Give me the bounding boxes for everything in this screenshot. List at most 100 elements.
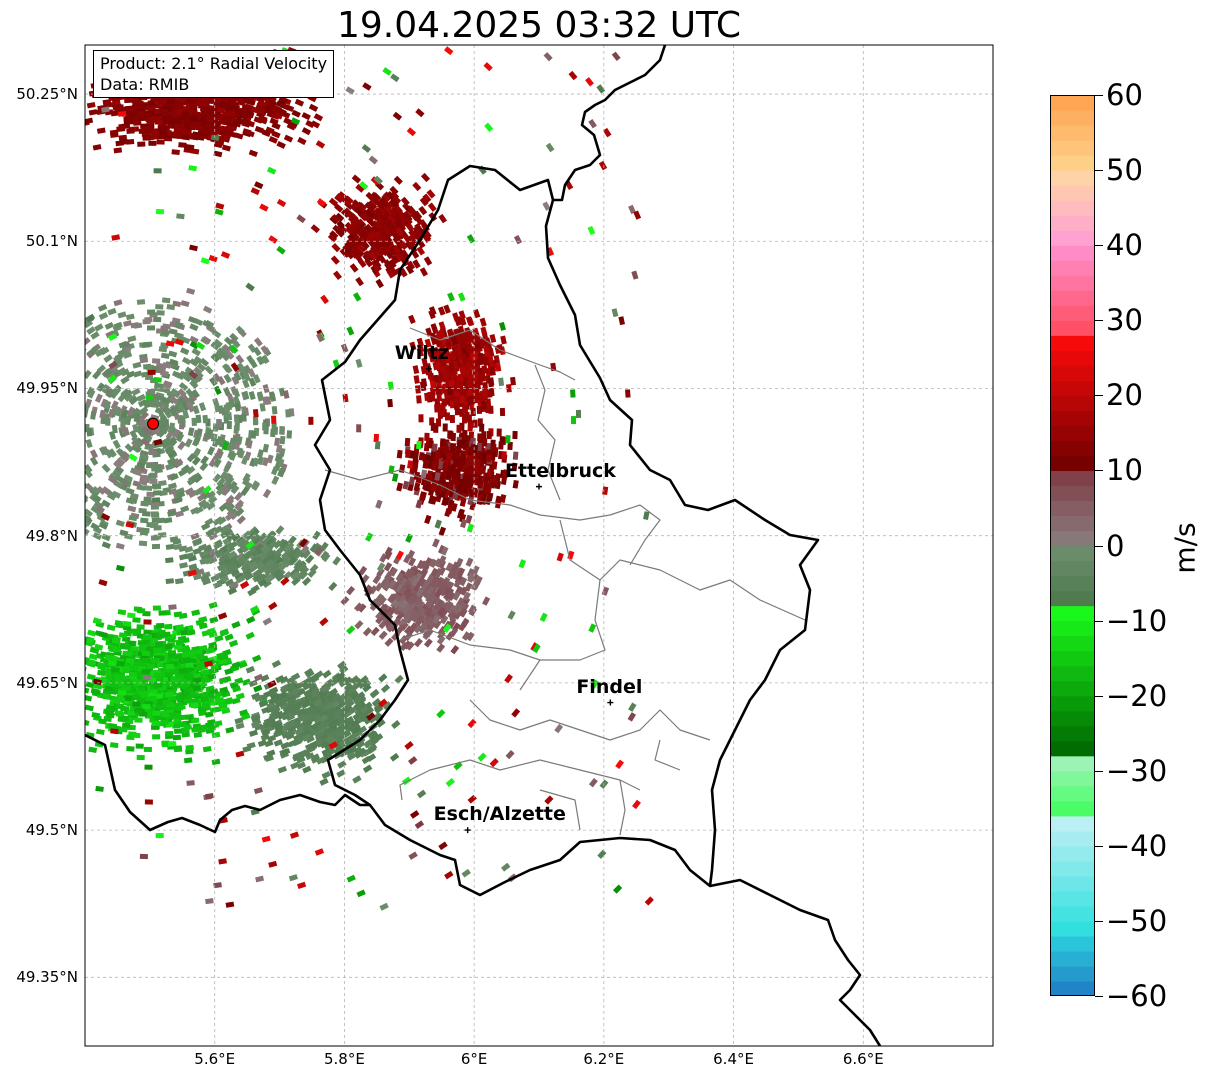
echo-bin	[394, 219, 404, 230]
echo-bin	[132, 661, 141, 668]
echo-bin	[160, 370, 169, 377]
echo-bin	[52, 422, 57, 430]
echo-bin	[310, 120, 321, 129]
echo-bin	[445, 562, 454, 572]
echo-bin	[87, 389, 96, 399]
echo-bin	[75, 419, 80, 427]
echo-bin	[132, 617, 141, 623]
echo-bin	[161, 396, 172, 405]
echo-bin	[545, 142, 555, 153]
echo-bin	[43, 458, 50, 467]
echo-bin	[85, 369, 92, 380]
echo-bin	[102, 99, 112, 106]
echo-bin	[319, 740, 330, 749]
echo-bin	[396, 449, 403, 459]
echo-bin	[252, 374, 261, 384]
echo-bin	[339, 665, 349, 675]
echo-bin	[111, 234, 121, 241]
echo-bin	[165, 731, 174, 737]
echo-bin	[207, 725, 216, 732]
echo-bin	[435, 385, 442, 395]
echo-bin	[394, 206, 404, 217]
echo-bin	[139, 105, 148, 111]
echo-bin	[123, 320, 132, 327]
echo-bin	[378, 673, 388, 683]
echo-bin	[328, 197, 339, 207]
echo-bin	[449, 627, 459, 638]
echo-bin	[151, 543, 161, 550]
echo-bin	[371, 234, 381, 245]
echo-bin	[383, 191, 393, 201]
echo-bin	[61, 321, 70, 330]
echo-bin	[85, 636, 95, 644]
echo-bin	[147, 100, 156, 106]
echo-bin	[225, 502, 235, 512]
echo-bin	[120, 375, 130, 385]
echo-bin	[424, 607, 433, 617]
echo-bin	[140, 500, 149, 507]
echo-bin	[54, 467, 62, 476]
echo-bin	[481, 452, 488, 462]
echo-bin	[436, 482, 444, 492]
echo-bin	[467, 573, 476, 583]
echo-bin	[227, 449, 235, 459]
echo-bin	[174, 109, 183, 115]
echo-bin	[166, 304, 176, 311]
echo-bin	[60, 453, 68, 462]
echo-bin	[452, 312, 460, 322]
echo-bin	[110, 400, 119, 410]
echo-bin	[332, 556, 342, 566]
echo-bin	[485, 453, 492, 463]
echo-bin	[414, 820, 425, 830]
echo-bin	[96, 728, 105, 736]
echo-bin	[470, 352, 477, 362]
echo-bin	[256, 449, 265, 459]
echo-bin	[186, 453, 196, 463]
echo-bin	[427, 391, 434, 401]
echo-bin	[468, 604, 477, 615]
echo-bin	[286, 430, 293, 439]
echo-bin	[21, 435, 27, 444]
echo-bin	[442, 481, 450, 491]
echo-bin	[228, 399, 236, 408]
echo-bin	[466, 317, 475, 327]
echo-bin	[100, 346, 110, 356]
echo-bin	[421, 580, 430, 590]
echo-bin	[367, 743, 378, 753]
echo-bin	[347, 752, 357, 761]
echo-bin	[375, 247, 385, 257]
echo-bin	[161, 297, 171, 304]
echo-bin	[174, 578, 184, 585]
echo-bin	[136, 299, 146, 305]
echo-bin	[53, 645, 62, 653]
echo-bin	[97, 303, 108, 312]
echo-bin	[237, 449, 245, 459]
echo-bin	[386, 607, 396, 617]
echo-bin	[425, 598, 434, 609]
echo-bin	[296, 687, 306, 697]
echo-bin	[361, 755, 372, 765]
echo-bin	[430, 323, 438, 333]
echo-bin	[392, 236, 402, 246]
echo-bin	[49, 424, 54, 432]
echo-bin	[466, 631, 475, 642]
echo-bin	[42, 492, 51, 501]
echo-bin	[308, 103, 319, 112]
echo-bin	[189, 473, 200, 483]
echo-bin	[141, 657, 150, 664]
echo-bin	[19, 413, 24, 421]
echo-bin	[373, 207, 383, 217]
echo-bin	[345, 86, 355, 95]
echo-bin	[147, 708, 156, 714]
echo-bin	[21, 449, 28, 458]
echo-bin	[85, 463, 93, 474]
echo-bin	[155, 633, 164, 639]
echo-bin	[362, 627, 372, 637]
echo-bin	[430, 482, 437, 492]
echo-bin	[73, 437, 80, 446]
echo-bin	[173, 458, 184, 467]
echo-bin	[216, 477, 226, 488]
echo-bin	[476, 442, 483, 452]
echo-bin	[374, 582, 384, 592]
echo-bin	[266, 734, 277, 743]
